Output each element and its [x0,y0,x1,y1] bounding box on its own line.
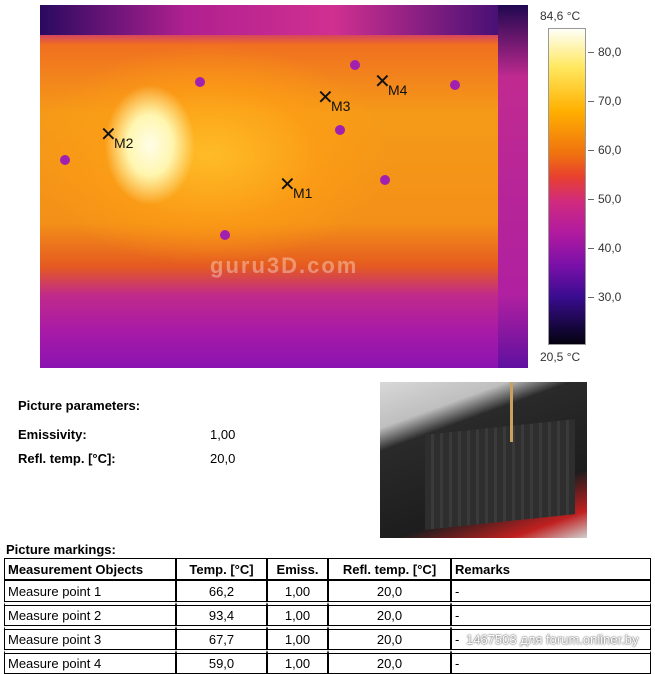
table-row: Measure point 4 59,0 1,00 20,0 - [4,650,651,674]
header-temp: Temp. [°C] [176,558,267,580]
refl-temp-label: Refl. temp. [°C]: [18,451,116,466]
cell-object: Measure point 3 [4,626,176,650]
cell-object: Measure point 1 [4,580,176,602]
component-spot [195,77,205,87]
cell-emiss: 1,00 [267,650,328,674]
markings-table: Measurement Objects Temp. [°C] Emiss. Re… [4,558,651,674]
color-scale-bar [548,28,586,345]
scale-tick: 50,0 [588,192,621,206]
component-spot [220,230,230,240]
watermark: guru3D.com [210,253,359,278]
cell-object: Measure point 4 [4,650,176,674]
cell-temp: 59,0 [176,650,267,674]
table-row: Measure point 3 67,7 1,00 20,0 - [4,626,651,650]
scale-tick: 60,0 [588,143,621,157]
visual-photo [380,382,587,538]
cell-remarks: - [451,650,651,674]
thermal-background-right [498,5,528,368]
header-refl: Refl. temp. [°C] [328,558,451,580]
cell-refl: 20,0 [328,626,451,650]
cell-emiss: 1,00 [267,626,328,650]
component-spot [350,60,360,70]
emissivity-value: 1,00 [210,427,236,442]
forum-watermark: 1467503 для forum.onliner.by [466,632,639,647]
component-spot [450,80,460,90]
scale-tick: 40,0 [588,241,621,255]
scale-max: 84,6 °C [540,9,581,23]
thermal-image: guru3D.com ✕ M1 ✕ M2 ✕ M3 ✕ M4 [40,5,528,368]
header-objects: Measurement Objects [4,558,176,580]
refl-temp-value: 20,0 [210,451,236,466]
table-row: Measure point 1 66,2 1,00 20,0 - [4,580,651,602]
cell-remarks: - [451,580,651,602]
component-spot [335,125,345,135]
table-header: Measurement Objects Temp. [°C] Emiss. Re… [4,558,651,580]
picture-parameters-title: Picture parameters: [18,398,141,413]
cell-temp: 66,2 [176,580,267,602]
header-emiss: Emiss. [267,558,328,580]
cell-refl: 20,0 [328,650,451,674]
cell-object: Measure point 2 [4,602,176,626]
thermal-background-top [40,5,528,35]
cell-refl: 20,0 [328,602,451,626]
cell-temp: 93,4 [176,602,267,626]
scale-tick: 30,0 [588,290,621,304]
table-row: Measure point 2 93,4 1,00 20,0 - [4,602,651,626]
cell-remarks: - [451,626,651,650]
scale-tick: 70,0 [588,94,621,108]
emissivity-label: Emissivity: [18,427,87,442]
cell-refl: 20,0 [328,580,451,602]
cell-emiss: 1,00 [267,602,328,626]
header-remarks: Remarks [451,558,651,580]
scale-tick: 80,0 [588,45,621,59]
picture-markings-title: Picture markings: [6,542,116,557]
probe [510,382,513,442]
graphics-card-board [425,419,575,530]
component-spot [60,155,70,165]
cell-temp: 67,7 [176,626,267,650]
component-spot [380,175,390,185]
scale-min: 20,5 °C [540,350,581,364]
cell-remarks: - [451,602,651,626]
cell-emiss: 1,00 [267,580,328,602]
